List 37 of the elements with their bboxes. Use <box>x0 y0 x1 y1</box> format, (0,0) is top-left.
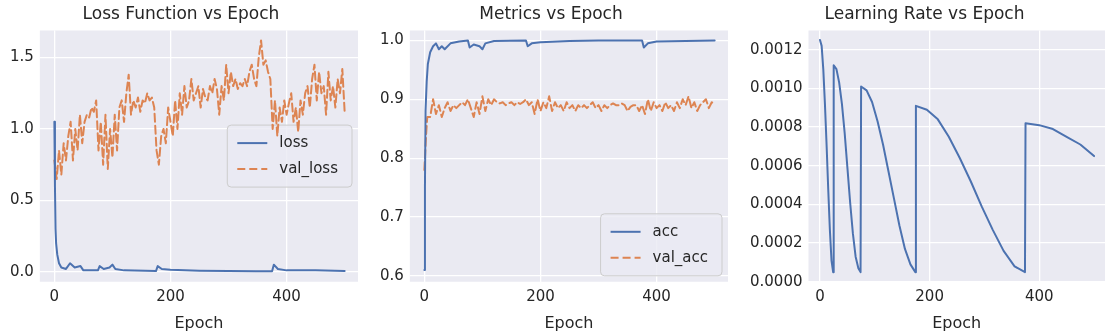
x-tick-label: 400 <box>642 286 671 305</box>
y-tick-label: 0.0000 <box>749 271 803 290</box>
chart-title: Metrics vs Epoch <box>479 2 623 23</box>
chart-title: Learning Rate vs Epoch <box>824 2 1025 23</box>
y-tick-label: 0.0004 <box>749 194 803 213</box>
x-tick-label: 400 <box>1024 286 1054 305</box>
line-series <box>423 95 716 171</box>
chart-title: Loss Function vs Epoch <box>82 2 280 23</box>
y-tick-label: 0.5 <box>10 190 34 209</box>
x-axis-title: Epoch <box>544 312 594 332</box>
x-tick-label: 200 <box>526 286 555 305</box>
legend-label: acc <box>652 221 679 240</box>
y-tick-label: 0.8 <box>380 148 404 167</box>
y-tick-label: 0.0 <box>10 261 34 280</box>
y-tick-label: 1.5 <box>10 47 34 66</box>
x-tick-label: 0 <box>815 286 825 305</box>
legend-label: val_loss <box>279 158 339 178</box>
y-tick-label: 0.9 <box>380 89 404 108</box>
legend-label: loss <box>279 132 309 151</box>
y-tick-label: 0.0008 <box>749 116 803 135</box>
x-axis-title: Epoch <box>174 312 224 332</box>
y-tick-label: 0.6 <box>380 265 404 284</box>
x-tick-label: 0 <box>419 286 430 305</box>
y-tick-label: 0.0012 <box>749 39 803 58</box>
y-tick-label: 0.7 <box>380 206 404 225</box>
x-axis-title: Epoch <box>932 312 982 332</box>
x-tick-label: 200 <box>156 286 185 305</box>
line-series <box>53 39 346 180</box>
y-tick-label: 0.0002 <box>749 233 803 252</box>
x-tick-label: 400 <box>272 286 301 305</box>
y-tick-label: 1.0 <box>380 30 404 49</box>
y-tick-label: 1.0 <box>10 118 34 137</box>
x-tick-label: 200 <box>915 286 944 305</box>
y-tick-label: 0.0006 <box>749 155 803 174</box>
y-tick-label: 0.0010 <box>749 78 803 97</box>
legend-label: val_acc <box>652 247 709 267</box>
x-tick-label: 0 <box>49 286 60 305</box>
